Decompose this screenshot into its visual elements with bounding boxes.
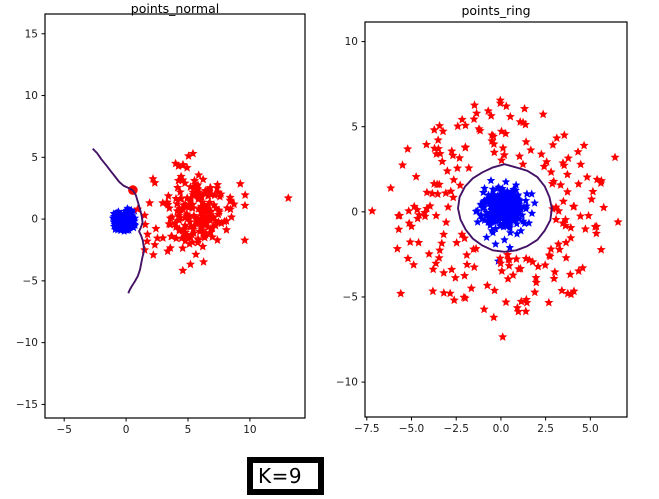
x-tick-label: 0.0 (493, 423, 510, 435)
k-value-box: K=9 (247, 457, 324, 495)
chart-points_normal: −5 0 5 10 −15 −10 −5 0 5 10 15 (16, 13, 306, 436)
decision-boundary (457, 163, 553, 253)
y-tick-label: 10 (345, 36, 358, 48)
axis-ticks: −5 0 5 10 −15 −10 −5 0 5 10 15 (16, 28, 257, 436)
y-tick-label: −5 (343, 292, 358, 304)
scatter-cluster-red (133, 148, 293, 275)
x-tick-label: 5.0 (582, 423, 599, 435)
y-tick-label: −15 (16, 399, 38, 411)
y-tick-label: 5 (31, 152, 38, 164)
scatter-cluster-blue (108, 204, 140, 235)
axis-ticks: −7.5 −5.0 −2.5 0.0 2.5 5.0 −10 −5 0 5 10 (336, 36, 599, 435)
x-tick-label: 5 (185, 424, 192, 436)
y-tick-label: −10 (336, 377, 358, 389)
scatter-cluster-blue (471, 176, 539, 265)
axes-frame (364, 21, 628, 418)
x-tick-label: 0 (123, 424, 130, 436)
x-tick-label: −7.5 (354, 423, 380, 435)
y-tick-label: −5 (23, 275, 38, 287)
scatter-ring-red (367, 95, 623, 341)
x-tick-label: −2.5 (443, 423, 469, 435)
k-value-label: K=9 (258, 464, 303, 488)
x-tick-label: 2.5 (537, 423, 554, 435)
y-tick-label: 0 (31, 214, 38, 226)
y-tick-label: 15 (25, 28, 38, 40)
chart-title-points-ring: points_ring (461, 3, 531, 18)
decision-boundary (92, 148, 145, 294)
y-tick-label: 0 (351, 206, 358, 218)
y-tick-label: −10 (16, 337, 38, 349)
y-tick-label: 5 (351, 121, 358, 133)
y-tick-label: 10 (25, 90, 38, 102)
axes-frame (44, 13, 306, 419)
chart-points_ring: −7.5 −5.0 −2.5 0.0 2.5 5.0 −10 −5 0 5 10 (336, 21, 628, 435)
x-tick-label: −5.0 (399, 423, 425, 435)
chart-title-points-normal: points_normal (130, 1, 220, 16)
x-tick-label: −5 (56, 424, 71, 436)
x-tick-label: 10 (243, 424, 256, 436)
